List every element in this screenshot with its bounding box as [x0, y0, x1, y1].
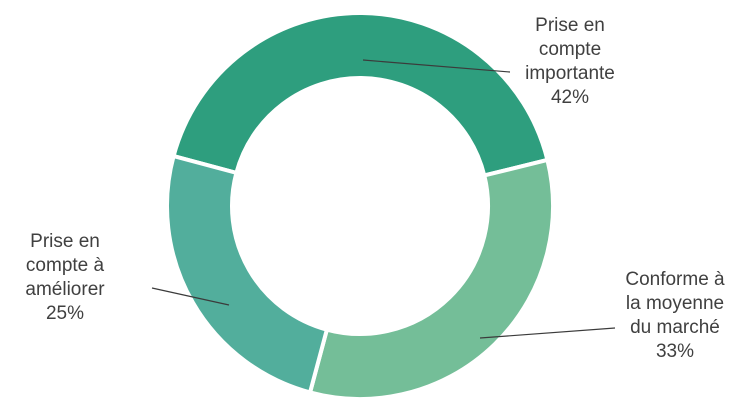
slice-label-line: la moyenne — [625, 293, 725, 314]
leader-lines — [151, 59, 616, 339]
slice-value-label: 25% — [45, 303, 85, 324]
slice-label-line: compte — [538, 39, 602, 60]
slice-label-line: importante — [525, 63, 615, 84]
slice-label-importante: Prise en compte importante 42% — [485, 14, 655, 110]
donut-slices — [165, 11, 555, 401]
slice-label-line: compte à — [25, 255, 105, 276]
slice-label-line: Prise en — [30, 231, 100, 252]
slice-label-line: améliorer — [25, 279, 105, 300]
leader-line-slice-ameliorer — [151, 287, 230, 306]
leader-line-slice-conforme — [479, 327, 616, 339]
slice-label-line: du marché — [630, 317, 720, 338]
slice-importante — [171, 11, 550, 178]
slice-label-ameliorer: Prise en compte à améliorer 25% — [0, 230, 150, 326]
slice-label-line: Prise en — [535, 15, 605, 36]
slice-label-line: Conforme à — [625, 269, 725, 290]
leader-line-slice-importante — [362, 59, 511, 73]
slice-conforme — [307, 157, 555, 401]
slice-label-conforme: Conforme à la moyenne du marché 33% — [590, 268, 748, 364]
slice-value-label: 42% — [550, 87, 590, 108]
slice-value-label: 33% — [655, 341, 695, 362]
slice-ameliorer — [165, 153, 330, 395]
